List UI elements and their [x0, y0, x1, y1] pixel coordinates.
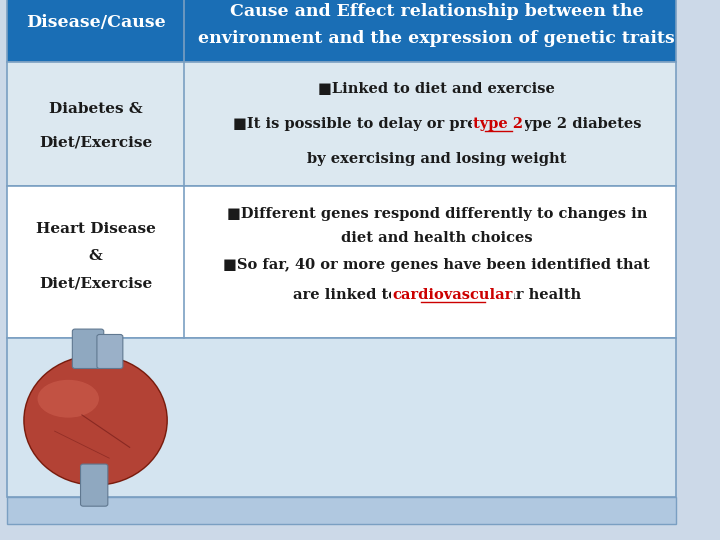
Text: diet and health choices: diet and health choices — [341, 231, 533, 245]
FancyBboxPatch shape — [72, 329, 104, 368]
Text: environment and the expression of genetic traits: environment and the expression of geneti… — [199, 30, 675, 47]
Text: ■Different genes respond differently to changes in: ■Different genes respond differently to … — [227, 206, 647, 220]
FancyBboxPatch shape — [6, 0, 675, 62]
Text: Heart Disease: Heart Disease — [35, 221, 156, 235]
Text: Cause and Effect relationship between the: Cause and Effect relationship between th… — [230, 3, 644, 19]
Text: Diet/Exercise: Diet/Exercise — [39, 276, 152, 290]
Text: Diabetes &: Diabetes & — [49, 102, 143, 116]
Text: type 2: type 2 — [474, 117, 523, 131]
Text: by exercising and losing weight: by exercising and losing weight — [307, 152, 567, 166]
FancyBboxPatch shape — [6, 186, 675, 338]
Text: cardiovascular: cardiovascular — [392, 288, 513, 302]
FancyBboxPatch shape — [0, 0, 683, 540]
Text: &: & — [89, 249, 102, 263]
FancyBboxPatch shape — [81, 464, 108, 506]
Text: ■Linked to diet and exercise: ■Linked to diet and exercise — [318, 83, 555, 97]
Text: are linked to cardiovascular health: are linked to cardiovascular health — [293, 288, 581, 302]
FancyBboxPatch shape — [6, 338, 675, 497]
Text: Diet/Exercise: Diet/Exercise — [39, 136, 152, 150]
FancyBboxPatch shape — [6, 497, 675, 524]
Text: ■It is possible to delay or prevent type 2 diabetes: ■It is possible to delay or prevent type… — [233, 117, 641, 131]
Text: ■So far, 40 or more genes have been identified that: ■So far, 40 or more genes have been iden… — [223, 258, 650, 272]
FancyBboxPatch shape — [6, 62, 675, 186]
FancyBboxPatch shape — [97, 334, 123, 368]
Ellipse shape — [37, 380, 99, 417]
Ellipse shape — [24, 355, 167, 485]
Text: Disease/Cause: Disease/Cause — [26, 15, 166, 31]
